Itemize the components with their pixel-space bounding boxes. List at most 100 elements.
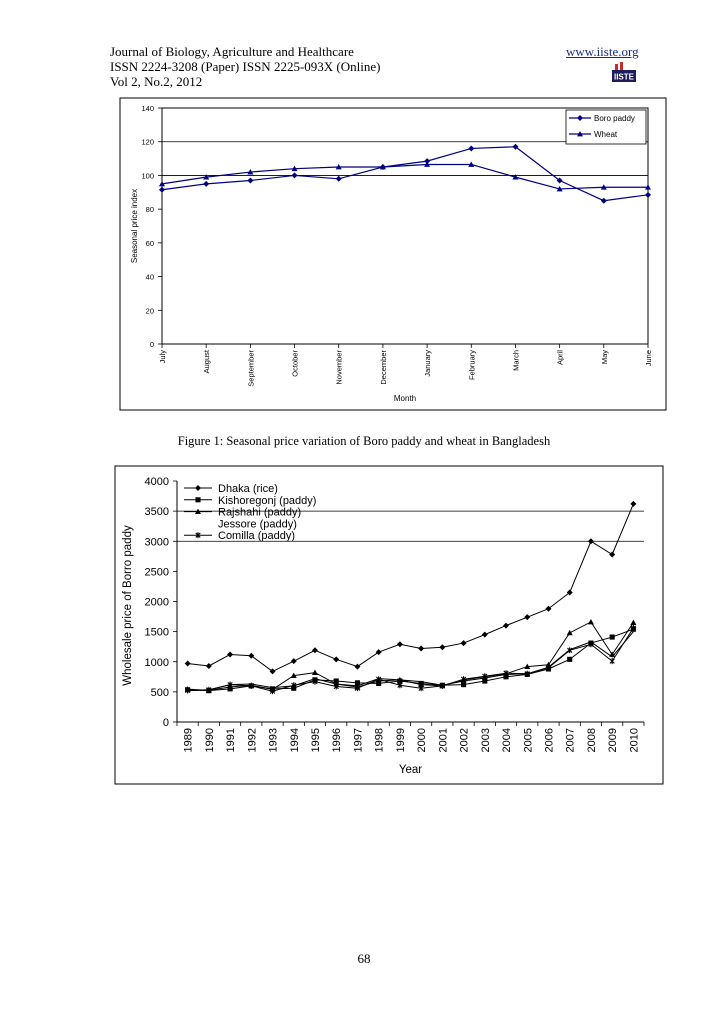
chart1-y-tick-label: 40 xyxy=(146,273,154,282)
chart2-data-point xyxy=(567,647,573,654)
volume-line: Vol 2, No.2, 2012 xyxy=(110,74,203,89)
chart2-x-tick-label: 2009 xyxy=(607,728,619,752)
chart2-data-point xyxy=(311,647,318,654)
chart2-data-point xyxy=(630,625,637,632)
chart2-y-tick-label: 1500 xyxy=(145,627,169,639)
chart2-y-tick-label: 2500 xyxy=(145,566,169,578)
chart2-data-point xyxy=(418,681,425,688)
page-header: Journal of Biology, Agriculture and Heal… xyxy=(110,44,380,89)
chart1-outer-frame xyxy=(119,97,667,411)
chart2-y-tick-label: 1000 xyxy=(145,657,169,669)
chart1-legend-label: Wheat xyxy=(594,130,618,139)
chart2-series-line xyxy=(187,503,634,672)
chart1-series-0 xyxy=(159,143,651,204)
chart2-legend-marker xyxy=(195,497,201,503)
chart1-legend-label: Boro paddy xyxy=(594,114,635,123)
chart1-data-point xyxy=(468,145,475,152)
chart1-x-tick-label: January xyxy=(423,350,432,377)
chart2-data-point xyxy=(566,589,573,596)
chart1-data-point xyxy=(379,164,386,170)
chart1-legend-box xyxy=(565,109,647,145)
chart2-data-point xyxy=(206,686,212,693)
chart2-data-point xyxy=(354,680,360,686)
chart2-data-point xyxy=(566,629,573,636)
chart1-data-point xyxy=(203,180,210,187)
iiste-logo: IISTE xyxy=(612,62,636,82)
chart2-x-tick-label: 1997 xyxy=(352,728,364,752)
chart2-y-tick-label: 4000 xyxy=(145,476,169,488)
chart1-data-point xyxy=(291,172,298,179)
chart1-x-tick-label: September xyxy=(246,349,255,386)
chart2-data-point xyxy=(630,619,637,625)
chart1-y-tick-label: 100 xyxy=(141,171,154,180)
chart1-data-point xyxy=(600,197,607,204)
chart1-plot-area xyxy=(161,107,649,345)
chart2-data-point xyxy=(227,681,233,688)
chart2-legend-marker xyxy=(195,485,201,491)
chart2-legend-label: Jessore (paddy) xyxy=(218,518,297,530)
chart2-x-tick-label: 1999 xyxy=(395,728,407,752)
chart2-series-line xyxy=(187,621,634,691)
chart2-data-point xyxy=(460,676,467,683)
chart2-y-tick-label: 3000 xyxy=(145,536,169,548)
chart1-data-point xyxy=(512,143,519,150)
chart2-data-point xyxy=(248,652,255,659)
website-link[interactable]: www.iiste.org xyxy=(566,44,639,59)
chart2-data-point xyxy=(524,670,530,677)
chart2-series-line xyxy=(187,627,634,692)
chart1-data-point xyxy=(600,184,607,190)
chart2-outer-frame xyxy=(114,465,664,785)
chart1-data-point xyxy=(159,186,165,193)
chart2-data-point xyxy=(524,663,531,669)
chart1-data-point xyxy=(291,165,298,172)
chart2-data-point xyxy=(482,673,488,680)
chart1-data-point xyxy=(159,180,165,187)
chart2-data-point xyxy=(184,687,191,694)
chart1-y-tick-label: 60 xyxy=(146,239,154,248)
chart1-x-tick-label: March xyxy=(511,350,520,371)
chart1-x-tick-label: October xyxy=(291,350,300,377)
chart2-data-point xyxy=(312,678,318,685)
chart1-x-tick-label: July xyxy=(158,350,167,364)
chart2-legend-label: Dhaka (rice) xyxy=(218,483,278,495)
chart1-x-tick-label: April xyxy=(556,350,565,365)
chart1-legend: Boro paddy Wheat xyxy=(565,109,647,145)
chart1-y-tick-label: 140 xyxy=(141,104,154,113)
page-number: 68 xyxy=(357,951,371,966)
chart1-x-tick-label: February xyxy=(467,350,476,380)
chart2-data-point xyxy=(311,669,318,675)
chart1-series-1 xyxy=(159,161,651,192)
chart1-x-tick-label: May xyxy=(600,350,609,364)
chart1-y-tick-label: 20 xyxy=(146,306,154,315)
chart2-data-point xyxy=(291,685,297,691)
chart1-data-point xyxy=(556,185,563,192)
chart2-x-tick-label: 2003 xyxy=(480,728,492,752)
chart2-data-point xyxy=(418,685,424,692)
chart1-data-point xyxy=(645,184,651,190)
chart2-data-point xyxy=(333,656,340,663)
chart2-data-point xyxy=(630,500,637,507)
chart2-x-tick-label: 1989 xyxy=(183,728,195,752)
chart2-data-point xyxy=(439,682,445,689)
chart1-x-axis-title: Month xyxy=(394,394,416,403)
chart2-data-point xyxy=(460,640,467,647)
journal-title: Journal of Biology, Agriculture and Heal… xyxy=(110,44,354,59)
chart2-data-point xyxy=(290,658,297,665)
chart1-series-line xyxy=(161,163,648,190)
logo-text: IISTE xyxy=(614,73,635,82)
chart2-data-point xyxy=(545,605,552,612)
chart2-data-point xyxy=(376,676,382,683)
chart2-x-tick-label: 2008 xyxy=(586,728,598,752)
chart2-x-tick-label: 2002 xyxy=(459,728,471,752)
chart2-data-point xyxy=(354,685,361,692)
chart2-x-tick-label: 1993 xyxy=(268,728,280,752)
chart1-data-point xyxy=(424,158,431,165)
chart2-data-point xyxy=(503,622,510,629)
chart1-x-tick-label: June xyxy=(644,350,653,366)
chart2-legend-marker xyxy=(195,508,201,514)
figure1-caption: Figure 1: Seasonal price variation of Bo… xyxy=(177,434,551,448)
chart2-data-point xyxy=(418,645,425,652)
chart2-data-point xyxy=(609,658,615,665)
